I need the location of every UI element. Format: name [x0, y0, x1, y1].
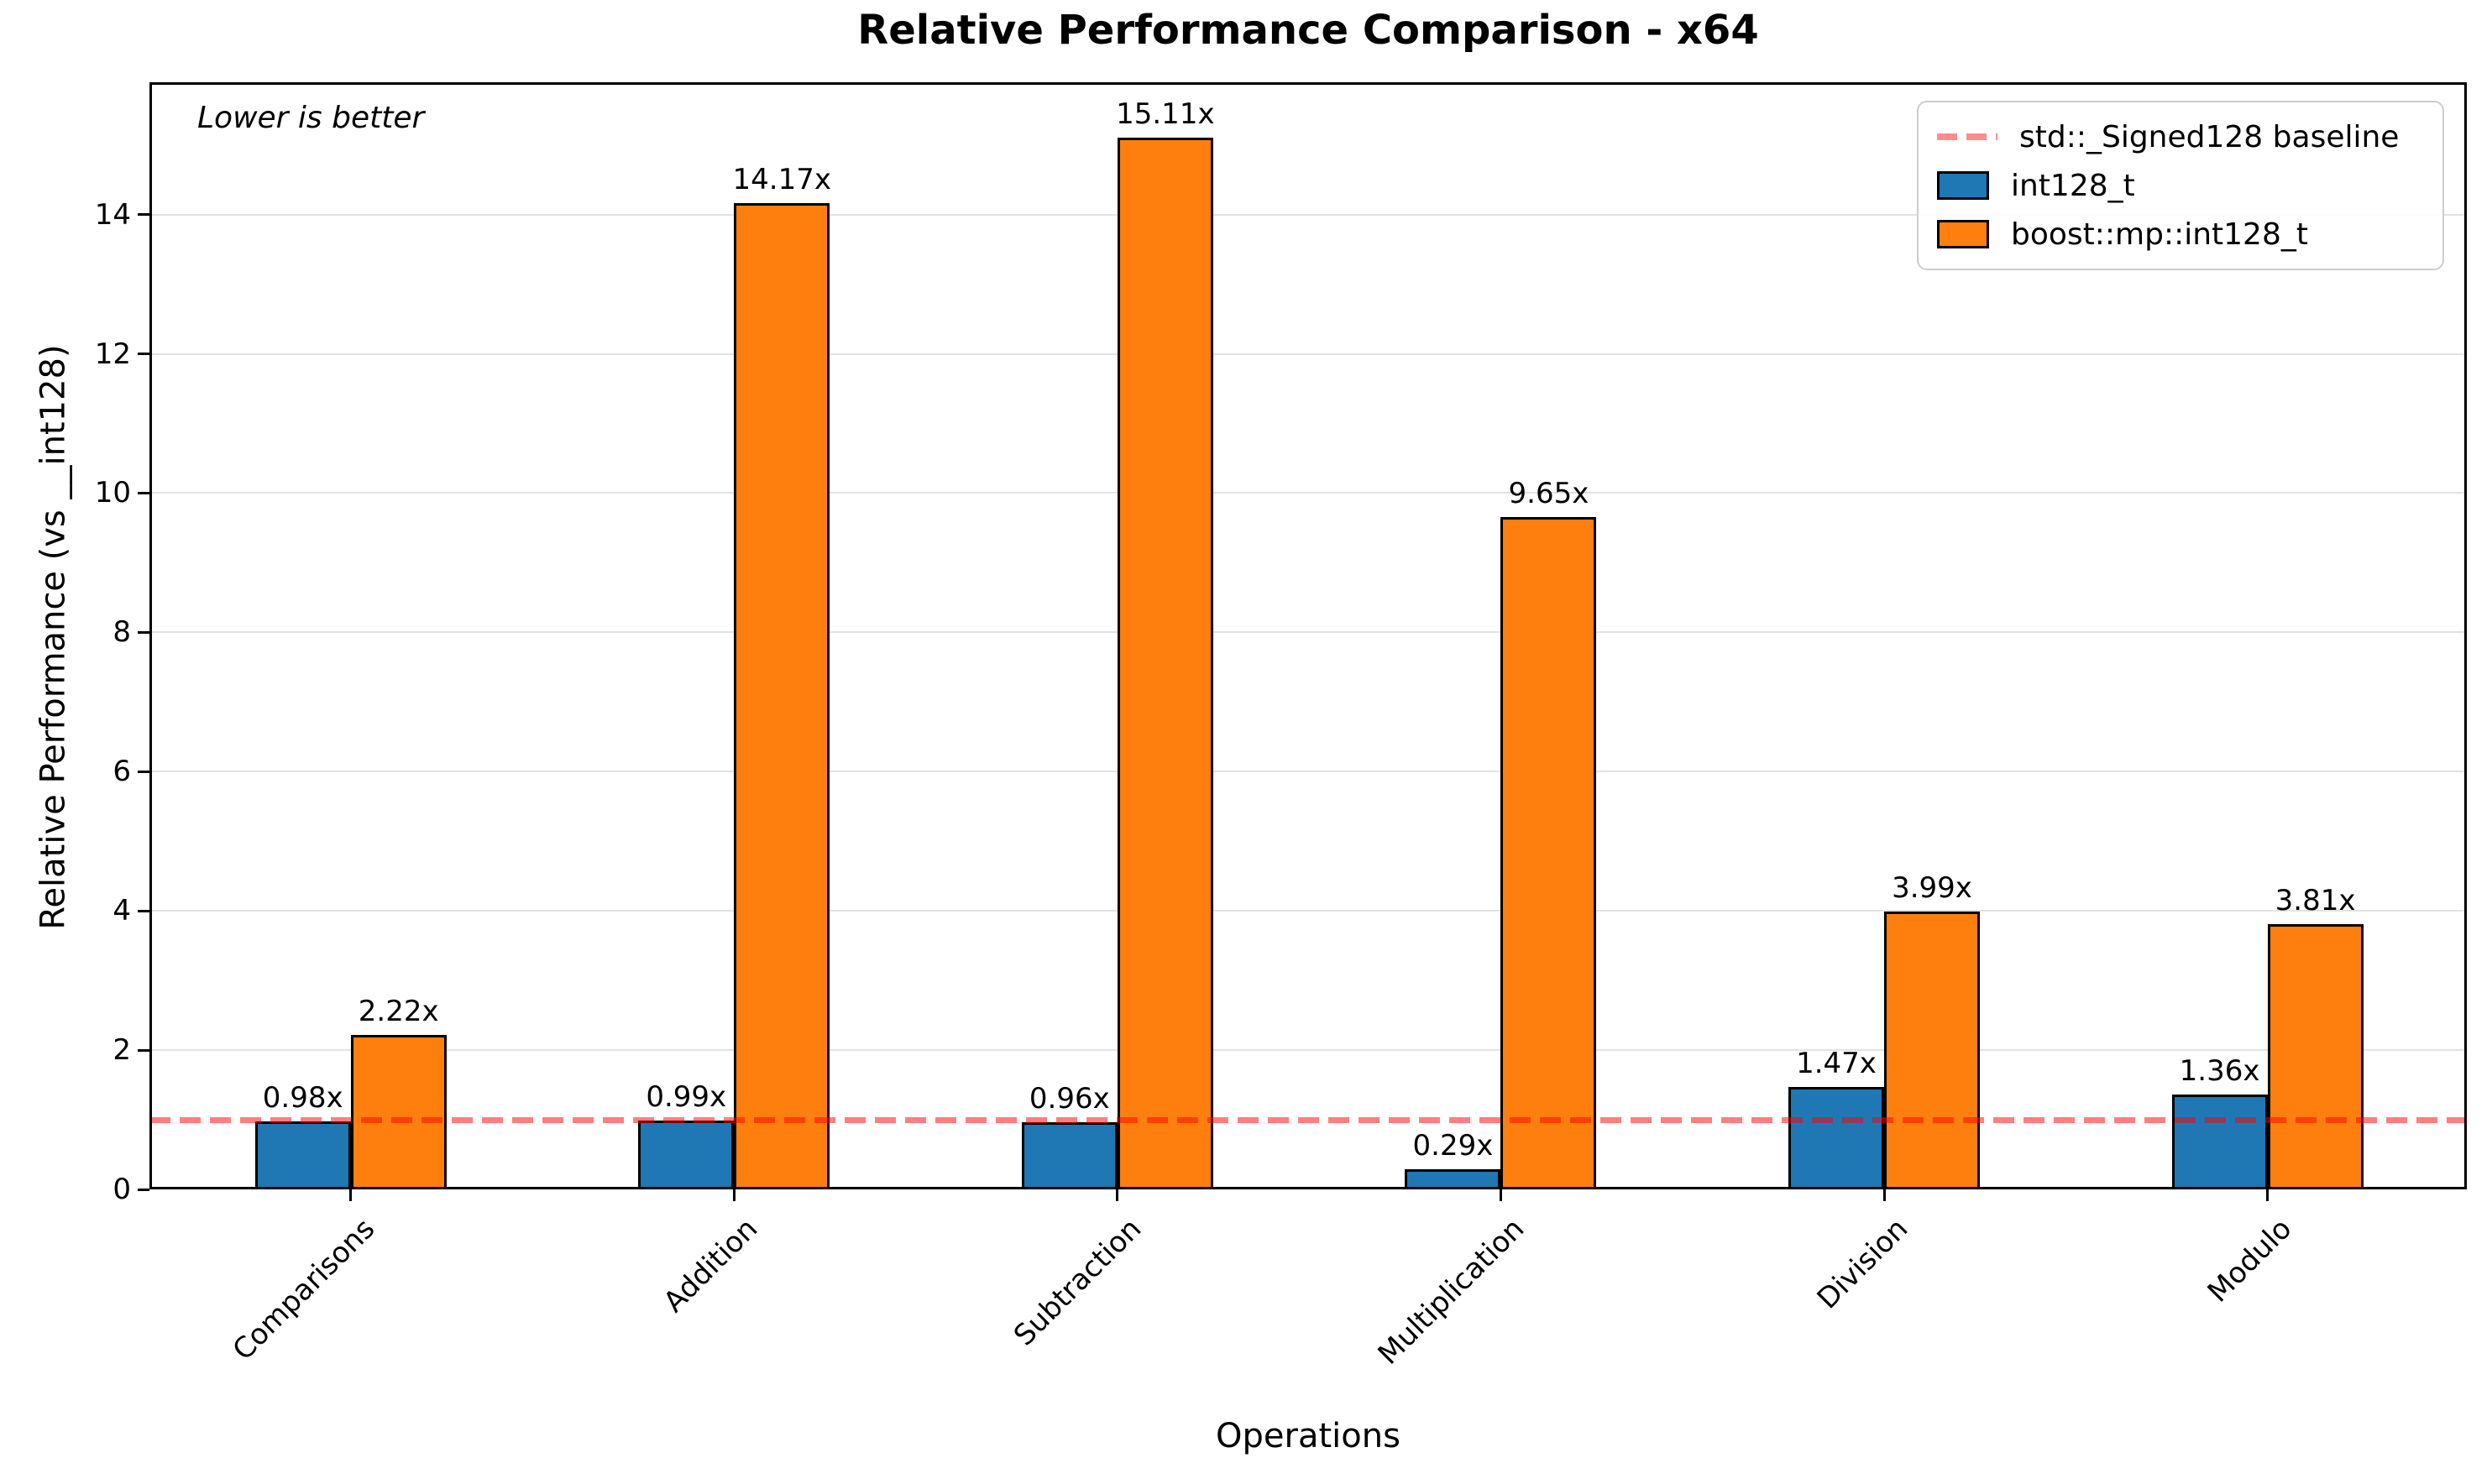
x-tick-mark-addition	[732, 1189, 736, 1201]
gridline-y-4	[149, 910, 2467, 912]
y-tick-label-12: 12	[94, 337, 131, 371]
int128-swatch-icon	[1937, 171, 1989, 200]
legend-item-int128: int128_t	[1937, 169, 2424, 203]
y-tick-label-10: 10	[94, 476, 131, 510]
bar-boost-mp-int128-t-modulo	[2267, 923, 2364, 1189]
x-tick-mark-comparisons	[349, 1189, 353, 1201]
boost-swatch-icon	[1937, 220, 1989, 248]
bar-boost-mp-int128-t-addition	[734, 202, 830, 1189]
y-tick-mark-0	[138, 1188, 149, 1191]
bar-int128-t-addition	[638, 1120, 735, 1189]
bar-value-label: 9.65x	[1508, 477, 1589, 511]
bar-boost-mp-int128-t-division	[1884, 912, 1980, 1189]
chart-title: Relative Performance Comparison - x64	[857, 7, 1759, 54]
y-tick-label-0: 0	[113, 1173, 131, 1206]
y-tick-label-14: 14	[94, 197, 131, 232]
bar-value-label: 0.29x	[1412, 1128, 1494, 1163]
y-tick-label-2: 2	[113, 1033, 131, 1068]
x-tick-mark-division	[1882, 1189, 1886, 1201]
bar-value-label: 3.99x	[1892, 871, 1972, 905]
x-tick-mark-subtraction	[1116, 1189, 1119, 1201]
bar-boost-mp-int128-t-subtraction	[1117, 137, 1213, 1189]
y-tick-mark-14	[138, 213, 149, 217]
y-tick-mark-4	[138, 909, 149, 912]
plot-area: 0.98x 2.22x 0.99x 14.17x 0.96x 15.11x 0.29x 9.6…	[149, 82, 2467, 1189]
legend-label-baseline: std::_Signed128 baseline	[2019, 119, 2400, 154]
legend-label-int128: int128_t	[2011, 168, 2135, 203]
gridline-y-12	[149, 353, 2467, 355]
y-tick-label-4: 4	[113, 894, 131, 928]
baseline-dash-icon	[1937, 133, 1997, 140]
x-tick-mark-multiplication	[1499, 1189, 1502, 1201]
bar-int128-t-modulo	[2171, 1095, 2268, 1189]
bar-value-label: 14.17x	[732, 162, 831, 196]
y-tick-mark-2	[138, 1048, 149, 1052]
baseline-line	[149, 1116, 2467, 1123]
bar-value-label: 3.81x	[2275, 883, 2356, 917]
y-tick-mark-10	[138, 491, 149, 494]
bar-value-label: 15.11x	[1116, 97, 1215, 131]
legend-item-baseline: std::_Signed128 baseline	[1937, 120, 2424, 154]
y-tick-label-8: 8	[113, 615, 131, 650]
y-tick-mark-6	[138, 770, 149, 773]
x-tick-mark-modulo	[2266, 1189, 2270, 1201]
bar-value-label: 1.47x	[1796, 1047, 1877, 1081]
annotation-lower-is-better: Lower is better	[197, 101, 425, 135]
legend-item-boost: boost::mp::int128_t	[1937, 217, 2424, 252]
bar-value-label: 0.96x	[1029, 1082, 1110, 1116]
bar-int128-t-subtraction	[1021, 1122, 1118, 1189]
gridline-y-10	[149, 492, 2467, 494]
bar-int128-t-comparisons	[254, 1121, 351, 1189]
legend: std::_Signed128 baseline int128_t boost:…	[1917, 101, 2444, 270]
gridline-y-2	[149, 1049, 2467, 1052]
x-axis-label: Operations	[1216, 1417, 1400, 1455]
y-tick-mark-8	[138, 630, 149, 634]
bar-value-label: 2.22x	[358, 994, 439, 1028]
bar-boost-mp-int128-t-multiplication	[1500, 517, 1597, 1189]
bar-int128-t-division	[1788, 1087, 1884, 1189]
bar-value-label: 1.36x	[2179, 1054, 2260, 1089]
bar-value-label: 0.98x	[262, 1080, 343, 1115]
legend-label-boost: boost::mp::int128_t	[2011, 217, 2308, 252]
y-tick-mark-12	[138, 353, 149, 356]
bar-value-label: 0.99x	[646, 1079, 727, 1114]
bar-int128-t-multiplication	[1405, 1168, 1501, 1189]
gridline-y-14	[149, 213, 2467, 216]
gridline-y-8	[149, 631, 2467, 634]
gridline-y-6	[149, 771, 2467, 773]
y-tick-label-6: 6	[113, 755, 131, 789]
